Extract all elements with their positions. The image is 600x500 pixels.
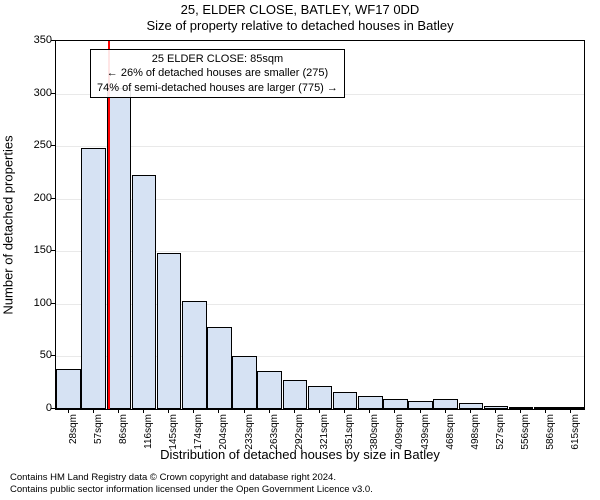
histogram-bar (207, 327, 232, 409)
x-tick-label: 116sqm (143, 414, 154, 454)
x-tick-label: 615sqm (570, 414, 581, 454)
x-tick-mark (193, 409, 194, 413)
annotation-box: 25 ELDER CLOSE: 85sqm ← 26% of detached … (90, 49, 345, 98)
chart-container: 25, ELDER CLOSE, BATLEY, WF17 0DD Size o… (0, 0, 600, 500)
footer-attribution: Contains HM Land Registry data © Crown c… (10, 472, 373, 496)
x-tick-label: 351sqm (344, 414, 355, 454)
histogram-bar (283, 380, 308, 409)
histogram-bar (308, 386, 333, 409)
histogram-bar (232, 356, 257, 409)
x-tick-mark (143, 409, 144, 413)
annotation-line-1: 25 ELDER CLOSE: 85sqm (97, 52, 338, 66)
x-tick-mark (269, 409, 270, 413)
x-tick-mark (394, 409, 395, 413)
x-tick-label: 145sqm (168, 414, 179, 454)
annotation-line-2: ← 26% of detached houses are smaller (27… (97, 66, 338, 80)
histogram-bar (81, 148, 106, 409)
x-tick-mark (369, 409, 370, 413)
x-tick-label: 439sqm (420, 414, 431, 454)
x-tick-label: 233sqm (244, 414, 255, 454)
y-tick-label: 250 (34, 139, 52, 151)
y-tick-mark (51, 93, 55, 94)
x-tick-mark (545, 409, 546, 413)
x-tick-label: 86sqm (118, 414, 129, 454)
y-tick-mark (51, 250, 55, 251)
x-tick-mark (93, 409, 94, 413)
histogram-bar (433, 399, 458, 410)
y-tick-mark (51, 303, 55, 304)
x-tick-mark (470, 409, 471, 413)
y-tick-mark (51, 408, 55, 409)
y-tick-mark (51, 355, 55, 356)
x-tick-mark (520, 409, 521, 413)
x-tick-label: 263sqm (269, 414, 280, 454)
y-tick-label: 200 (34, 192, 52, 204)
histogram-bar (257, 371, 282, 409)
plot-area: 25 ELDER CLOSE: 85sqm ← 26% of detached … (55, 40, 585, 410)
footer-line-1: Contains HM Land Registry data © Crown c… (10, 472, 373, 484)
y-axis-label: Number of detached properties (1, 135, 16, 314)
x-tick-mark (445, 409, 446, 413)
x-tick-label: 321sqm (319, 414, 330, 454)
x-tick-mark (319, 409, 320, 413)
histogram-bar (182, 301, 207, 409)
x-tick-mark (570, 409, 571, 413)
x-tick-label: 556sqm (520, 414, 531, 454)
x-tick-label: 498sqm (470, 414, 481, 454)
y-tick-label: 350 (34, 34, 52, 46)
histogram-bar (157, 253, 182, 409)
x-tick-mark (68, 409, 69, 413)
x-tick-label: 468sqm (445, 414, 456, 454)
chart-title-main: 25, ELDER CLOSE, BATLEY, WF17 0DD (0, 2, 600, 17)
histogram-bar (132, 175, 157, 409)
annotation-line-3: 74% of semi-detached houses are larger (… (97, 81, 338, 95)
y-tick-mark (51, 145, 55, 146)
x-tick-label: 527sqm (495, 414, 506, 454)
y-tick-label: 100 (34, 297, 52, 309)
x-tick-mark (168, 409, 169, 413)
x-tick-label: 28sqm (68, 414, 79, 454)
x-tick-mark (218, 409, 219, 413)
x-tick-label: 409sqm (394, 414, 405, 454)
x-tick-label: 57sqm (93, 414, 104, 454)
footer-line-2: Contains public sector information licen… (10, 484, 373, 496)
x-tick-mark (344, 409, 345, 413)
x-tick-mark (244, 409, 245, 413)
x-tick-label: 174sqm (193, 414, 204, 454)
x-tick-mark (495, 409, 496, 413)
grid-line (56, 146, 584, 147)
histogram-bar (459, 403, 484, 409)
y-tick-label: 150 (34, 244, 52, 256)
histogram-bar (408, 401, 433, 409)
histogram-bar (107, 88, 132, 409)
histogram-bar (383, 399, 408, 410)
x-tick-label: 292sqm (294, 414, 305, 454)
x-tick-label: 380sqm (369, 414, 380, 454)
x-tick-label: 204sqm (218, 414, 229, 454)
y-tick-mark (51, 40, 55, 41)
y-tick-mark (51, 198, 55, 199)
y-tick-label: 300 (34, 87, 52, 99)
x-tick-mark (420, 409, 421, 413)
x-tick-label: 586sqm (545, 414, 556, 454)
x-tick-mark (294, 409, 295, 413)
x-tick-mark (118, 409, 119, 413)
histogram-bar (333, 392, 358, 409)
chart-title-sub: Size of property relative to detached ho… (0, 18, 600, 33)
histogram-bar (358, 396, 383, 409)
histogram-bar (56, 369, 81, 409)
